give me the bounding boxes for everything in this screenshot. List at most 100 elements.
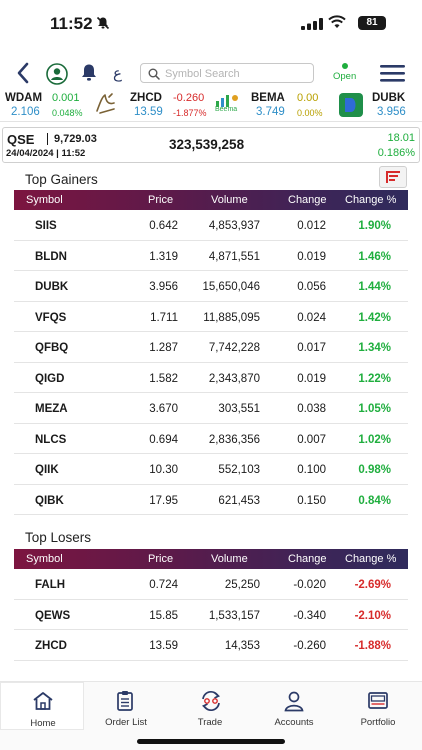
- row-volume: 2,836,356: [208, 433, 260, 446]
- company-logo-text: Beema: [215, 106, 238, 113]
- table-row[interactable]: MEZA 3.670 303,551 0.038 1.05%: [14, 393, 408, 424]
- row-change-pct: 1.90%: [358, 220, 391, 232]
- row-price: 0.724: [149, 579, 178, 591]
- table-row[interactable]: QIIK 10.30 552,103 0.100 0.98%: [14, 454, 408, 485]
- sort-filter-icon[interactable]: [379, 166, 407, 188]
- table-row[interactable]: NLCS 0.694 2,836,356 0.007 1.02%: [14, 424, 408, 454]
- col-header-price[interactable]: Price: [148, 553, 174, 565]
- row-symbol: ZHCD: [35, 640, 67, 652]
- tab-label: Trade: [197, 717, 223, 728]
- company-logo-icon: Beema: [213, 92, 243, 116]
- row-change: 0.038: [297, 403, 326, 415]
- index-change: 18.01: [387, 132, 415, 144]
- row-symbol: BLDN: [35, 250, 67, 263]
- table-row[interactable]: DUBK 3.956 15,650,046 0.056 1.44%: [14, 271, 408, 302]
- language-toggle[interactable]: ع: [113, 65, 122, 82]
- ticker-symbol[interactable]: WDAM: [5, 92, 43, 104]
- signal-icon: [301, 17, 323, 35]
- index-date: 24/04/2024 | 11:52: [6, 148, 86, 159]
- back-icon[interactable]: [16, 62, 30, 89]
- row-change: 0.100: [297, 464, 326, 476]
- row-price: 3.670: [149, 403, 178, 415]
- ticker-change-pct: -1.877%: [173, 108, 207, 118]
- row-volume: 621,453: [218, 494, 260, 507]
- symbol-search-box[interactable]: [140, 63, 314, 83]
- top-nav-bar: ع Open: [0, 58, 422, 88]
- row-volume: 7,742,228: [208, 342, 260, 354]
- row-price: 15.85: [149, 609, 178, 622]
- row-change-pct: 1.44%: [358, 281, 391, 293]
- hamburger-menu-icon[interactable]: [380, 65, 405, 87]
- row-change: 0.012: [297, 220, 326, 232]
- col-header-change-pct[interactable]: Change %: [345, 194, 397, 206]
- table-row[interactable]: BLDN 1.319 4,871,551 0.019 1.46%: [14, 241, 408, 271]
- home-indicator: [137, 739, 285, 744]
- home-icon: [33, 692, 53, 710]
- col-header-change[interactable]: Change: [288, 553, 327, 565]
- profile-icon[interactable]: [46, 63, 68, 90]
- row-change: 0.024: [297, 311, 326, 324]
- row-change: -0.260: [293, 640, 326, 652]
- table-row[interactable]: QFBQ 1.287 7,742,228 0.017 1.34%: [14, 332, 408, 363]
- row-volume: 4,871,551: [208, 250, 260, 263]
- ticker-price: 2.106: [11, 106, 40, 118]
- row-change: -0.340: [293, 609, 326, 622]
- row-price: 1.582: [149, 372, 178, 385]
- ticker-symbol[interactable]: BEMA: [251, 92, 285, 104]
- user-icon: [284, 691, 304, 712]
- index-summary-card[interactable]: QSE 9,729.03 24/04/2024 | 11:52 323,539,…: [2, 127, 420, 163]
- table-row[interactable]: QIBK 17.95 621,453 0.150 0.84%: [14, 485, 408, 515]
- losers-table-header: Symbol Price Volume Change Change %: [14, 549, 408, 569]
- row-change-pct: -2.10%: [354, 609, 391, 622]
- row-symbol: VFQS: [35, 311, 67, 324]
- ticker-symbol[interactable]: ZHCD: [130, 92, 162, 104]
- tab-label: Order List: [105, 717, 147, 728]
- gainers-table-header: Symbol Price Volume Change Change %: [14, 190, 408, 210]
- tab-accounts[interactable]: Accounts: [252, 682, 336, 730]
- silent-mode-icon: [96, 16, 110, 35]
- symbol-search-input[interactable]: [165, 66, 309, 81]
- row-symbol: QIGD: [35, 372, 65, 385]
- col-header-volume[interactable]: Volume: [211, 194, 248, 206]
- tab-order-list[interactable]: Order List: [84, 682, 168, 730]
- col-header-volume[interactable]: Volume: [211, 553, 248, 565]
- col-header-change[interactable]: Change: [288, 194, 327, 206]
- row-symbol: NLCS: [35, 433, 67, 446]
- row-change-pct: 1.34%: [358, 342, 391, 354]
- ticker-price: 3.749: [256, 106, 285, 118]
- wifi-icon: [328, 15, 346, 34]
- row-symbol: SIIS: [35, 220, 57, 232]
- tab-portfolio[interactable]: Portfolio: [336, 682, 420, 730]
- tab-home[interactable]: Home: [0, 682, 84, 730]
- table-row[interactable]: SIIS 0.642 4,853,937 0.012 1.90%: [14, 210, 408, 241]
- row-volume: 15,650,046: [202, 281, 260, 293]
- table-row[interactable]: QEWS 15.85 1,533,157 -0.340 -2.10%: [14, 600, 408, 630]
- col-header-symbol[interactable]: Symbol: [26, 553, 63, 565]
- table-row[interactable]: VFQS 1.711 11,885,095 0.024 1.42%: [14, 302, 408, 332]
- market-status-label: Open: [333, 71, 357, 82]
- row-change: 0.150: [297, 494, 326, 507]
- row-symbol: FALH: [35, 579, 66, 591]
- table-row[interactable]: FALH 0.724 25,250 -0.020 -2.69%: [14, 569, 408, 600]
- ticker-change-pct: 0.00%: [297, 108, 323, 118]
- col-header-change-pct[interactable]: Change %: [345, 553, 397, 565]
- table-row[interactable]: ZHCD 13.59 14,353 -0.260 -1.88%: [14, 630, 408, 661]
- table-row[interactable]: QIGD 1.582 2,343,870 0.019 1.22%: [14, 363, 408, 393]
- status-time: 11:52: [50, 14, 93, 33]
- ticker-change-pct: 0.048%: [52, 108, 83, 118]
- tab-trade[interactable]: Trade: [168, 682, 252, 730]
- row-volume: 1,533,157: [208, 609, 260, 622]
- col-header-symbol[interactable]: Symbol: [26, 194, 63, 206]
- col-header-price[interactable]: Price: [148, 194, 174, 206]
- row-change-pct: 1.46%: [358, 250, 391, 263]
- ticker-symbol[interactable]: DUBK: [372, 92, 406, 104]
- row-price: 17.95: [149, 494, 178, 507]
- row-change-pct: 1.05%: [358, 403, 391, 415]
- row-volume: 2,343,870: [208, 372, 260, 385]
- index-value: 9,729.03: [54, 133, 97, 145]
- row-change: 0.019: [297, 250, 326, 263]
- notification-bell-icon[interactable]: [80, 63, 98, 88]
- row-volume: 552,103: [218, 464, 260, 476]
- row-change: -0.020: [293, 579, 326, 591]
- market-ticker: WDAM 0.001 2.106 0.048% ZHCD -0.260 13.5…: [0, 88, 422, 122]
